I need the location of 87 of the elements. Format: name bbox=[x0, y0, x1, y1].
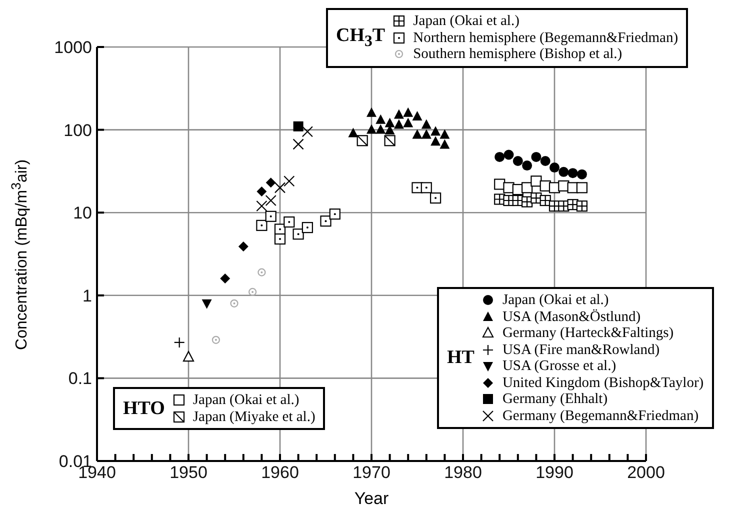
annotation: HT bbox=[447, 347, 474, 369]
point bbox=[284, 176, 295, 187]
point bbox=[256, 186, 267, 196]
point bbox=[522, 182, 533, 194]
point bbox=[366, 107, 376, 117]
point bbox=[174, 336, 185, 348]
y-tick-label: 10 bbox=[73, 204, 92, 223]
point bbox=[494, 152, 505, 162]
point bbox=[550, 162, 560, 173]
point bbox=[256, 220, 268, 231]
legend-label: Germany (Ehhalt) bbox=[502, 391, 608, 408]
point bbox=[320, 216, 332, 227]
legend-label: Japan (Okai et al.) bbox=[192, 392, 300, 408]
y-tick-label: 100 bbox=[64, 120, 92, 140]
point bbox=[421, 119, 432, 129]
point bbox=[265, 194, 276, 206]
point bbox=[238, 241, 248, 252]
point bbox=[512, 156, 523, 166]
y-tick-label: 1000 bbox=[54, 38, 92, 58]
point bbox=[430, 192, 442, 204]
point bbox=[504, 150, 514, 160]
point bbox=[540, 156, 550, 166]
legend-label: Southern hemisphere (Bishop et al.) bbox=[413, 46, 622, 62]
point bbox=[576, 169, 587, 180]
point bbox=[265, 210, 276, 222]
point bbox=[558, 166, 569, 177]
x-tick-label: 1980 bbox=[444, 463, 482, 482]
point bbox=[292, 138, 304, 150]
point bbox=[274, 233, 286, 245]
legend-label: United Kingdom (Bishop&Taylor) bbox=[502, 374, 704, 391]
point bbox=[376, 124, 386, 134]
x-tick-label: 1990 bbox=[536, 463, 574, 482]
point bbox=[248, 288, 257, 296]
y-tick-label: 1 bbox=[82, 286, 92, 306]
point bbox=[348, 128, 358, 138]
x-tick-label: 2000 bbox=[627, 463, 665, 482]
point bbox=[430, 126, 441, 136]
point bbox=[576, 182, 588, 194]
point bbox=[292, 228, 304, 240]
x-tick-label: 1950 bbox=[170, 463, 208, 482]
point bbox=[394, 119, 404, 129]
point bbox=[412, 110, 422, 120]
legend-label: USA (Grosse et al.) bbox=[502, 358, 616, 374]
legend-label: Germany (Begemann&Friedman) bbox=[502, 408, 699, 424]
point bbox=[256, 200, 268, 212]
y-tick-label: 0.1 bbox=[68, 369, 92, 388]
legend-label: USA (Fire man&Rowland) bbox=[502, 342, 660, 358]
point bbox=[394, 109, 404, 119]
annotation: HTO bbox=[123, 398, 165, 420]
legend-label: Japan (Miyake et al.) bbox=[192, 408, 316, 425]
point bbox=[182, 351, 194, 362]
point bbox=[440, 129, 450, 139]
point bbox=[384, 118, 395, 128]
point bbox=[258, 268, 266, 276]
point bbox=[366, 124, 376, 134]
annotation: CH$_{3}$T bbox=[336, 24, 386, 51]
point bbox=[302, 222, 313, 234]
legend-label: Northern hemisphere (Begemann&Friedman) bbox=[413, 30, 678, 46]
point bbox=[403, 107, 414, 117]
legend-label: Japan (Okai et al.) bbox=[413, 13, 520, 30]
point bbox=[329, 208, 340, 220]
point bbox=[412, 129, 422, 139]
point bbox=[420, 182, 432, 194]
point bbox=[440, 139, 450, 149]
point bbox=[202, 299, 212, 309]
x-tick-label: 1960 bbox=[261, 463, 299, 482]
point bbox=[530, 176, 542, 187]
point bbox=[274, 182, 286, 194]
point bbox=[522, 160, 532, 171]
point bbox=[531, 152, 542, 162]
legend-label: USA (Mason&Östlund) bbox=[502, 308, 641, 325]
legend-label: Japan (Okai et al.) bbox=[502, 292, 609, 308]
point bbox=[284, 216, 295, 228]
point bbox=[302, 126, 313, 138]
legend-label: Germany (Harteck&Faltings) bbox=[502, 325, 674, 342]
point bbox=[403, 118, 414, 128]
point bbox=[212, 336, 220, 344]
point bbox=[230, 299, 238, 308]
point bbox=[376, 114, 386, 124]
point bbox=[421, 129, 432, 139]
point bbox=[430, 136, 441, 146]
x-axis-title: Year bbox=[353, 489, 390, 509]
point bbox=[220, 274, 230, 284]
x-tick-label: 1970 bbox=[352, 463, 390, 482]
point bbox=[568, 168, 578, 178]
point bbox=[266, 178, 276, 188]
point bbox=[293, 121, 304, 132]
